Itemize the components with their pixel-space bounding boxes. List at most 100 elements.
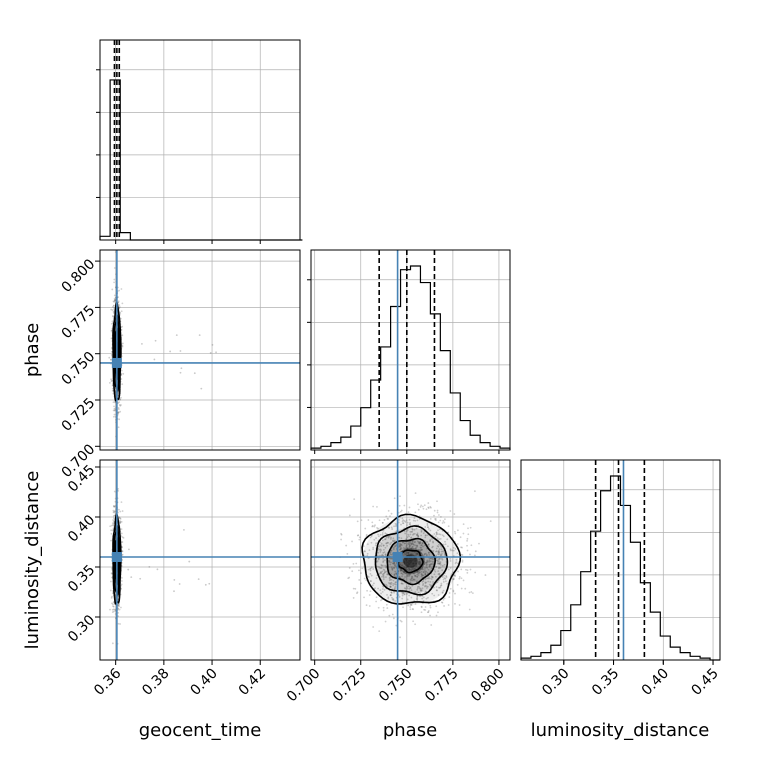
- x-tick-label: 0.42: [236, 666, 269, 699]
- sample-point: [121, 536, 124, 538]
- sample-point: [380, 571, 382, 573]
- sample-point: [380, 549, 382, 552]
- sample-point: [416, 553, 419, 555]
- sample-point: [420, 544, 423, 547]
- sample-point: [114, 500, 117, 503]
- sample-point: [425, 561, 428, 564]
- sample-point: [454, 562, 457, 565]
- sample-point: [410, 530, 413, 533]
- sample-point: [117, 411, 120, 414]
- sample-point: [406, 552, 408, 554]
- sample-point: [431, 537, 433, 540]
- sample-point: [432, 549, 435, 552]
- sample-point: [393, 562, 396, 564]
- sample-point: [444, 577, 447, 580]
- sample-point: [388, 535, 391, 538]
- sample-point: [371, 521, 374, 524]
- sample-point: [426, 563, 428, 566]
- x-tick-label: 0.700: [284, 666, 324, 706]
- sample-point: [439, 554, 442, 557]
- sample-point: [405, 585, 408, 588]
- sample-point: [398, 576, 401, 579]
- sample-point: [383, 518, 386, 521]
- sample-point: [380, 564, 383, 567]
- sample-point: [400, 569, 403, 572]
- sample-point: [443, 605, 445, 607]
- contour-line: [112, 301, 122, 402]
- sample-point: [417, 574, 420, 576]
- sample-point: [409, 544, 412, 547]
- sample-point: [391, 598, 394, 601]
- sample-point: [410, 543, 413, 546]
- sample-point: [389, 594, 392, 597]
- sample-point: [429, 563, 432, 566]
- sample-point: [394, 583, 397, 586]
- sample-point: [390, 549, 393, 552]
- sample-point: [412, 566, 414, 568]
- sample-point: [447, 525, 450, 528]
- sample-point: [437, 560, 440, 563]
- sample-point: [435, 531, 438, 534]
- sample-point: [406, 529, 409, 532]
- sample-point: [385, 570, 388, 573]
- sample-point: [384, 564, 386, 567]
- sample-point: [379, 533, 382, 536]
- sample-point: [422, 571, 425, 574]
- sample-point: [356, 534, 359, 537]
- sample-point: [198, 334, 201, 337]
- sample-point: [119, 517, 122, 520]
- sample-point: [467, 533, 470, 536]
- sample-point: [411, 542, 414, 545]
- sample-point: [425, 541, 428, 543]
- sample-point: [408, 541, 410, 544]
- sample-point: [437, 570, 440, 573]
- sample-point: [415, 565, 418, 568]
- panel-bg: [100, 40, 300, 240]
- sample-point: [375, 600, 378, 603]
- sample-point: [393, 564, 396, 567]
- sample-point: [390, 566, 393, 569]
- sample-point: [113, 610, 115, 613]
- sample-point: [393, 588, 396, 591]
- sample-point: [407, 511, 410, 514]
- sample-point: [444, 540, 446, 543]
- sample-point: [398, 542, 401, 545]
- sample-point: [111, 642, 114, 645]
- sample-point: [110, 597, 113, 599]
- sample-point: [416, 534, 419, 537]
- sample-point: [420, 529, 423, 532]
- sample-point: [340, 532, 343, 535]
- sample-point: [405, 566, 408, 569]
- sample-point: [406, 574, 409, 576]
- sample-point: [423, 608, 426, 611]
- sample-point: [393, 587, 396, 590]
- x-tick-label: 0.38: [139, 666, 172, 699]
- sample-point: [426, 585, 429, 588]
- sample-point: [440, 548, 443, 551]
- sample-point: [415, 564, 418, 567]
- sample-point: [448, 592, 451, 594]
- sample-point: [389, 582, 392, 585]
- sample-point: [411, 575, 413, 578]
- sample-point: [412, 578, 415, 581]
- sample-point: [392, 562, 395, 564]
- sample-point: [390, 591, 393, 594]
- sample-point: [348, 576, 351, 579]
- sample-point: [384, 532, 387, 535]
- sample-point: [117, 603, 120, 606]
- sample-point: [422, 545, 424, 548]
- sample-point: [416, 595, 419, 598]
- sample-point: [377, 587, 380, 590]
- sample-point: [392, 537, 395, 540]
- sample-point: [411, 559, 414, 561]
- sample-point: [109, 608, 111, 611]
- sample-point: [366, 552, 369, 555]
- sample-point: [425, 508, 428, 511]
- sample-point: [367, 576, 370, 578]
- sample-point: [379, 567, 382, 569]
- sample-point: [427, 596, 429, 599]
- sample-point: [426, 559, 429, 562]
- sample-point: [119, 312, 122, 315]
- sample-point: [403, 520, 406, 522]
- sample-point: [111, 309, 114, 311]
